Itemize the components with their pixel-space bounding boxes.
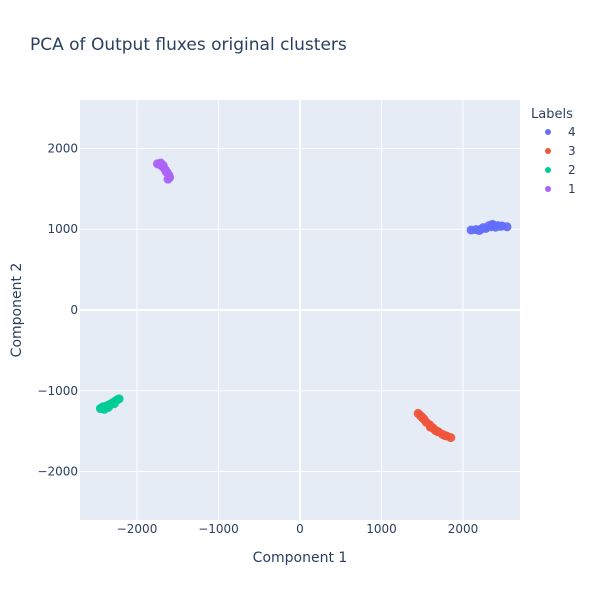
x-tick-label: 1000	[366, 522, 397, 536]
series-1	[152, 158, 175, 184]
data-point	[487, 219, 497, 229]
data-point	[109, 399, 119, 409]
legend-marker	[545, 167, 551, 173]
legend-item-3[interactable]: 3	[545, 144, 576, 158]
legend-marker	[545, 129, 551, 135]
series-3	[413, 408, 456, 443]
tick-labels: −2000 −1000 0 1000 2000 −2000 −1000 0 1000 2000	[37, 141, 478, 536]
data-point	[425, 422, 435, 432]
data-point	[161, 167, 171, 177]
x-tick-label: 2000	[448, 522, 479, 536]
legend-item-1[interactable]: 1	[545, 182, 576, 196]
legend-title: Labels	[531, 107, 573, 122]
y-tick-label: −2000	[37, 465, 78, 479]
legend-item-2[interactable]: 2	[545, 163, 576, 177]
x-tick-label: 0	[296, 522, 304, 536]
x-tick-label: −2000	[117, 522, 158, 536]
grid-lines	[80, 100, 520, 520]
legend-label: 2	[568, 163, 576, 177]
data-point	[502, 222, 512, 232]
data-point	[97, 403, 107, 413]
legend-label: 4	[568, 125, 576, 139]
data-point	[474, 225, 484, 235]
y-tick-label: −1000	[37, 384, 78, 398]
chart-title: PCA of Output fluxes original clusters	[30, 35, 347, 55]
legend-label: 1	[568, 182, 576, 196]
data-point	[440, 431, 450, 441]
data-point	[155, 160, 165, 170]
y-tick-label: 1000	[47, 222, 78, 236]
x-tick-label: −1000	[198, 522, 239, 536]
y-axis-title: Component 2	[9, 263, 25, 358]
legend-label: 3	[568, 144, 576, 158]
y-tick-label: 0	[70, 303, 78, 317]
series-4	[466, 219, 512, 235]
data-point	[432, 426, 442, 436]
legend-marker	[545, 186, 551, 192]
x-axis-title: Component 1	[253, 550, 348, 566]
data-point	[163, 174, 173, 184]
legend[interactable]: 4 3 2 1	[545, 125, 576, 196]
y-tick-label: 2000	[47, 141, 78, 155]
data-point	[495, 221, 505, 231]
series-2	[95, 394, 124, 414]
scatter-points	[95, 158, 512, 443]
legend-marker	[545, 148, 551, 154]
legend-item-4[interactable]: 4	[545, 125, 576, 139]
data-point	[417, 412, 427, 422]
